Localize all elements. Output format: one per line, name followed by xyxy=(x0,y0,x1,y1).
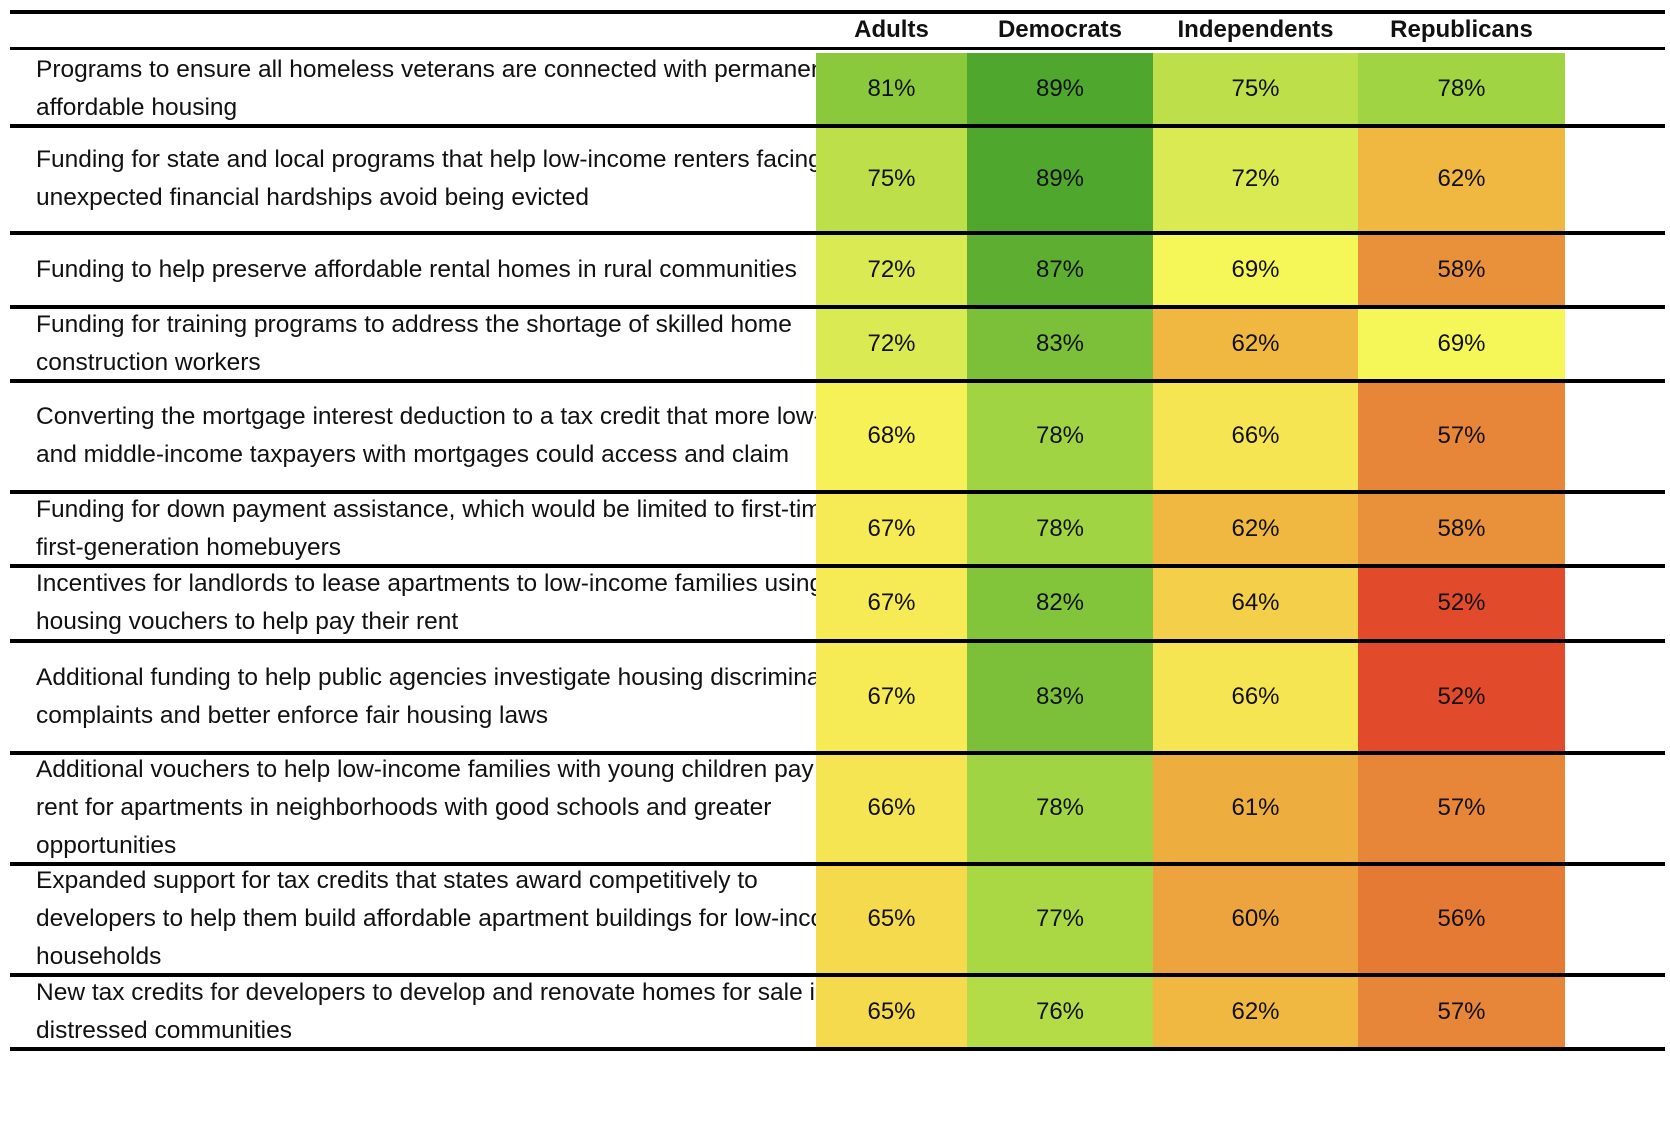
heatmap-cell-independents: 66% xyxy=(1153,642,1358,751)
heatmap-cell-independents: 66% xyxy=(1153,382,1358,490)
heatmap-cell-democrats: 78% xyxy=(967,493,1153,564)
row-divider xyxy=(10,305,1665,309)
heatmap-cell-adults: 67% xyxy=(816,567,967,639)
heatmap-cell-adults: 66% xyxy=(816,754,967,862)
heatmap-cell-republicans: 69% xyxy=(1358,308,1565,379)
heatmap-cell-adults: 72% xyxy=(816,308,967,379)
column-header-republicans: Republicans xyxy=(1390,16,1533,43)
row-label: Additional vouchers to help low-income f… xyxy=(36,756,855,859)
heatmap-cell-independents: 72% xyxy=(1153,127,1358,231)
column-header-adults: Adults xyxy=(854,16,929,43)
row-label: New tax credits for developers to develo… xyxy=(36,978,829,1044)
heatmap-cell-adults: 81% xyxy=(816,53,967,124)
heatmap-cell-republicans: 58% xyxy=(1358,234,1565,305)
row-label: Incentives for landlords to lease apartm… xyxy=(36,570,824,635)
row-label: Funding for training programs to address… xyxy=(36,310,792,376)
row-divider xyxy=(10,862,1665,866)
heatmap-cell-independents: 75% xyxy=(1153,53,1358,124)
heatmap-cell-democrats: 78% xyxy=(967,382,1153,490)
heatmap-cell-republicans: 62% xyxy=(1358,127,1565,231)
heatmap-cell-adults: 68% xyxy=(816,382,967,490)
heatmap-cell-independents: 62% xyxy=(1153,493,1358,564)
heatmap-cell-independents: 61% xyxy=(1153,754,1358,862)
column-header-independents: Independents xyxy=(1177,16,1334,43)
heatmap-cell-democrats: 83% xyxy=(967,308,1153,379)
heatmap-cell-democrats: 89% xyxy=(967,127,1153,231)
heatmap-cell-republicans: 56% xyxy=(1358,865,1565,973)
row-label: Expanded support for tax credits that st… xyxy=(36,867,859,970)
heatmap-cell-adults: 67% xyxy=(816,642,967,751)
heatmap-cell-republicans: 57% xyxy=(1358,754,1565,862)
column-header-democrats: Democrats xyxy=(997,16,1123,43)
row-label: Funding for state and local programs tha… xyxy=(36,146,822,211)
heatmap-cell-republicans: 57% xyxy=(1358,976,1565,1047)
heatmap-cell-republicans: 78% xyxy=(1358,53,1565,124)
heatmap-cell-independents: 60% xyxy=(1153,865,1358,973)
heatmap-cell-adults: 67% xyxy=(816,493,967,564)
row-label: Funding to help preserve affordable rent… xyxy=(36,255,797,283)
row-label: Programs to ensure all homeless veterans… xyxy=(36,55,839,121)
row-label: Funding for down payment assistance, whi… xyxy=(36,495,843,561)
heatmap-cell-democrats: 78% xyxy=(967,754,1153,862)
row-label: Additional funding to help public agenci… xyxy=(36,663,861,729)
row-divider xyxy=(10,1047,1665,1051)
heatmap-cell-adults: 65% xyxy=(816,976,967,1047)
row-divider xyxy=(10,973,1665,977)
row-label: Converting the mortgage interest deducti… xyxy=(36,403,822,468)
heatmap-cell-democrats: 87% xyxy=(967,234,1153,305)
row-divider xyxy=(10,10,1665,14)
heatmap-cell-independents: 64% xyxy=(1153,567,1358,639)
heatmap-cell-democrats: 89% xyxy=(967,53,1153,124)
heatmap-cell-adults: 72% xyxy=(816,234,967,305)
row-divider xyxy=(10,639,1665,643)
heatmap-cell-adults: 75% xyxy=(816,127,967,231)
heatmap-cell-democrats: 76% xyxy=(967,976,1153,1047)
heatmap-cell-republicans: 52% xyxy=(1358,642,1565,751)
heatmap-cell-republicans: 57% xyxy=(1358,382,1565,490)
heatmap-cell-independents: 62% xyxy=(1153,308,1358,379)
heatmap-cell-adults: 65% xyxy=(816,865,967,973)
row-divider xyxy=(10,47,1665,50)
row-divider xyxy=(10,490,1665,494)
row-divider xyxy=(10,124,1665,128)
row-divider xyxy=(10,379,1665,383)
heatmap-cell-independents: 69% xyxy=(1153,234,1358,305)
row-divider xyxy=(10,564,1665,568)
row-divider xyxy=(10,231,1665,235)
heatmap-cell-republicans: 52% xyxy=(1358,567,1565,639)
heatmap-cell-democrats: 77% xyxy=(967,865,1153,973)
heatmap-cell-independents: 62% xyxy=(1153,976,1358,1047)
row-divider xyxy=(10,751,1665,755)
heatmap-cell-democrats: 82% xyxy=(967,567,1153,639)
heatmap-cell-republicans: 58% xyxy=(1358,493,1565,564)
heatmap-cell-democrats: 83% xyxy=(967,642,1153,751)
